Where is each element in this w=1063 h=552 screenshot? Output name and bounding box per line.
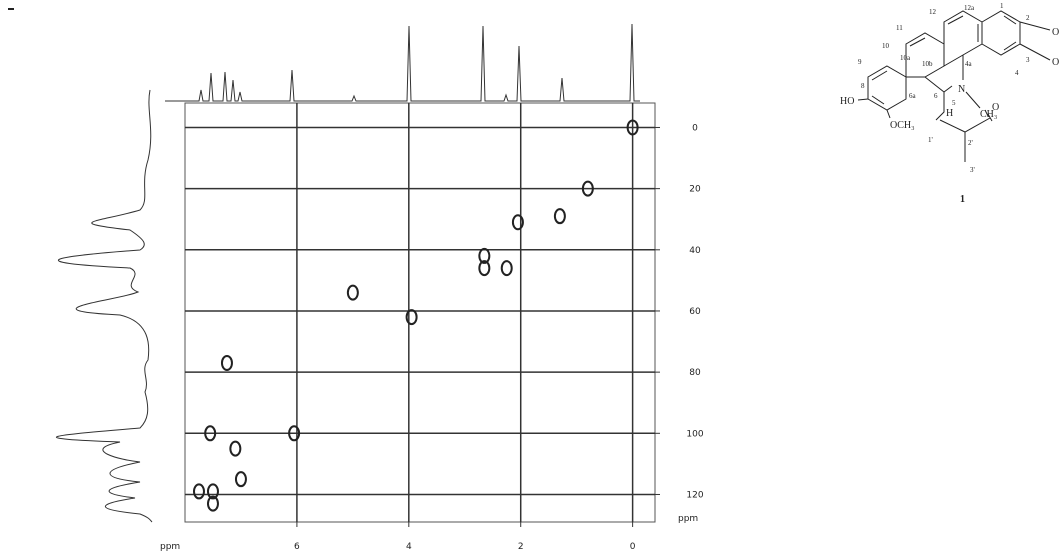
cross-peak (478, 247, 491, 264)
cross-peak (229, 440, 242, 457)
top-projection (165, 23, 640, 102)
atom-label: 12a (964, 4, 975, 12)
y-tick-label: 0 (692, 123, 698, 133)
atom-label: 10a (900, 54, 911, 62)
atom-label: 3' (970, 166, 975, 174)
y-tick-label: 40 (689, 246, 701, 256)
atom-label: 2' (968, 139, 973, 147)
atom-label: O (1052, 57, 1059, 68)
left-projection (56, 89, 153, 523)
cross-peak (288, 425, 301, 442)
x-tick-label: 4 (406, 542, 412, 552)
atom-label: 4a (965, 60, 973, 68)
x-tick-label: 2 (518, 542, 524, 552)
y-tick-label: 60 (689, 307, 701, 317)
atom-label: 2 (1026, 14, 1030, 22)
cross-peak (478, 260, 491, 277)
atom-label: 10 (882, 42, 890, 50)
atom-label: 8 (861, 82, 865, 90)
structure (857, 10, 1051, 162)
atom-label: 6a (909, 92, 917, 100)
cross-peak (581, 180, 594, 197)
y-tick-label: 120 (686, 490, 703, 500)
cross-peak (220, 354, 233, 371)
cross-peak (553, 208, 566, 225)
y-tick-label: 100 (686, 429, 703, 439)
cross-peak (511, 214, 524, 231)
cross-peak (500, 260, 513, 277)
cross-peak (192, 483, 205, 500)
cross-peak (204, 425, 217, 442)
compound-number: 1 (960, 194, 965, 205)
atom-label: 9 (858, 58, 862, 66)
atom-label: CH₃ (980, 109, 997, 120)
atom-label: O (992, 102, 999, 113)
atom-label: 12 (929, 8, 937, 16)
atom-label: 10b (922, 60, 933, 68)
atom-label: 4 (1015, 69, 1019, 77)
atom-label: H (946, 108, 953, 119)
atom-label: HO (840, 96, 854, 107)
atom-label: 1 (1000, 2, 1004, 10)
atom-label: 3 (1026, 56, 1030, 64)
atom-label: 1' (928, 136, 933, 144)
y-tick-label: 80 (689, 368, 701, 378)
cross-peak (206, 495, 219, 512)
atom-label: 6 (934, 92, 938, 100)
cross-peak (626, 119, 639, 136)
atom-label: 11 (896, 24, 903, 32)
plot-frame (184, 102, 656, 523)
cross-peak (234, 471, 247, 488)
cross-peak (405, 309, 418, 326)
cross-peak (346, 284, 359, 301)
x-tick-label: 6 (294, 542, 300, 552)
x-axis-label: ppm (160, 542, 180, 552)
atom-label: 5 (952, 99, 956, 107)
atom-label: O (1052, 27, 1059, 38)
y-tick-label: 20 (689, 185, 701, 195)
y-axis-label: ppm (678, 514, 698, 524)
cross-peak (206, 483, 219, 500)
atom-label: OCH₃ (890, 120, 915, 131)
atom-label: N (958, 84, 965, 95)
x-tick-label: 0 (630, 542, 636, 552)
